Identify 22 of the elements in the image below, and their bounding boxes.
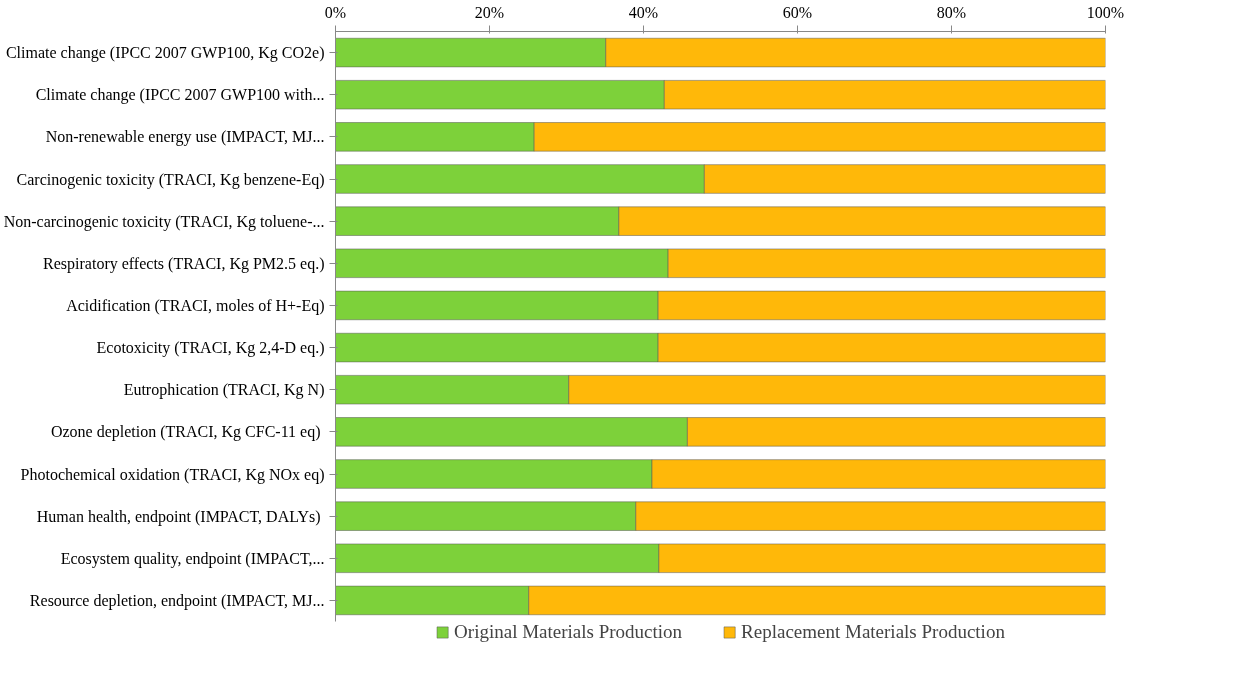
y-tick-label: Photochemical oxidation (TRACI, Kg NOx eq) [20, 465, 325, 484]
x-tick-label: 0% [324, 3, 347, 21]
y-tick-label: Ecotoxicity (TRACI, Kg 2,4-D eq.) [96, 339, 325, 358]
legend-label: Original Materials Production [454, 621, 683, 643]
x-tick-label: 80% [936, 3, 967, 21]
y-tick-label: Ecosystem quality, endpoint (IMPACT,... [60, 549, 325, 568]
x-tick-label: 40% [628, 3, 659, 21]
y-tick-label: Ozone depletion (TRACI, Kg CFC-11 eq) [50, 423, 321, 442]
x-tick-label: 100% [1086, 3, 1125, 21]
y-tick-label: Resource depletion, endpoint (IMPACT, MJ... [29, 591, 325, 610]
y-tick-label: Climate change (IPCC 2007 GWP100, Kg CO2e) [5, 44, 325, 63]
y-tick-label: Eutrophication (TRACI, Kg N) [123, 381, 325, 400]
y-tick-label: Human health, endpoint (IMPACT, DALYs) [36, 507, 321, 526]
y-tick-label: Non-carcinogenic toxicity (TRACI, Kg toluene-... [3, 212, 325, 231]
y-tick-label: Climate change (IPCC 2007 GWP100 with... [35, 86, 325, 105]
x-tick-label: 60% [782, 3, 813, 21]
x-tick-label: 20% [474, 3, 505, 21]
y-tick-label: Carcinogenic toxicity (TRACI, Kg benzene-Eq) [16, 170, 325, 189]
legend-label: Replacement Materials Production [741, 621, 1005, 643]
y-tick-label: Acidification (TRACI, moles of H+-Eq) [66, 296, 325, 315]
y-tick-label: Respiratory effects (TRACI, Kg PM2.5 eq.) [43, 254, 325, 273]
y-tick-label: Non-renewable energy use (IMPACT, MJ... [45, 128, 325, 147]
